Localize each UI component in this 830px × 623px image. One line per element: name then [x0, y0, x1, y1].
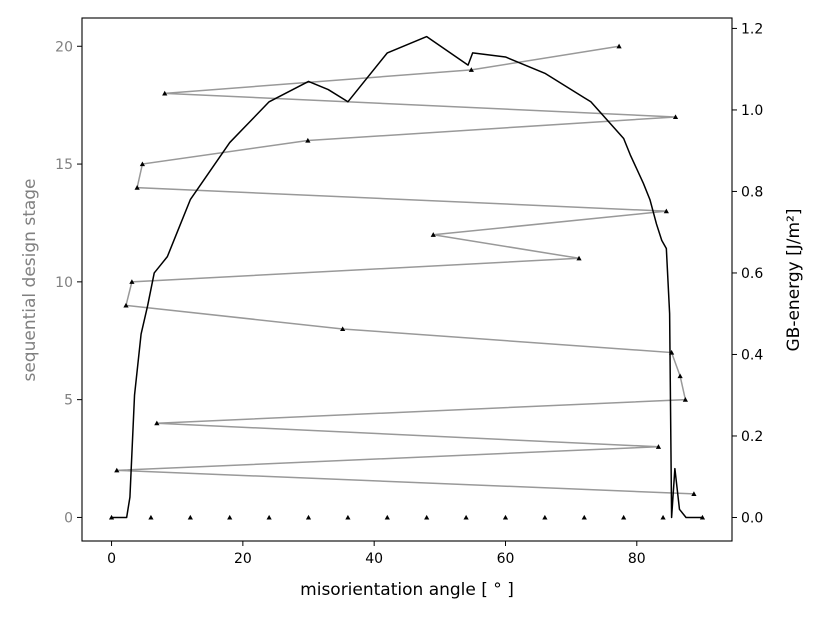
- design-point-marker-9: [123, 302, 129, 308]
- design-point-marker-8: [340, 326, 346, 332]
- y-axis-label-right: GB-energy [J/m²]: [784, 209, 804, 352]
- x-axis-label: misorientation angle [ ° ]: [300, 580, 514, 600]
- left-y-tick-label: 15: [55, 157, 73, 173]
- left-y-tick-label: 10: [55, 275, 73, 291]
- design-point-marker-5: [682, 397, 688, 402]
- right-y-tick-label: 0.6: [741, 266, 763, 282]
- right-y-tick-label: 0.2: [741, 429, 763, 445]
- initial-point-marker-2: [187, 514, 193, 520]
- design-point-marker-3: [655, 444, 662, 449]
- design-point-marker-19: [468, 67, 474, 72]
- right-y-tick-label: 0.8: [741, 184, 763, 200]
- initial-point-marker-13: [621, 514, 627, 520]
- design-point-marker-7: [668, 349, 675, 355]
- ticks-layer: 0 20 40 60 80 0 5 10 15 20 0.0 0.2 0.4 0.6 0.8 1.0 1.2: [55, 21, 763, 567]
- design-point-marker-12: [430, 232, 436, 237]
- initial-point-marker-11: [542, 514, 548, 520]
- design-point-marker-16: [305, 137, 311, 143]
- x-tick-label: 0: [107, 551, 116, 567]
- y-axis-label-left: sequential design stage: [20, 178, 40, 381]
- initial-point-marker-5: [305, 514, 312, 520]
- right-y-tick-label: 0.4: [741, 347, 763, 363]
- design-point-marker-10: [129, 279, 135, 284]
- initial-point-marker-0: [108, 514, 115, 520]
- design-path-line: [116, 45, 694, 495]
- design-point-marker-18: [162, 90, 168, 96]
- right-y-tick-label: 0.0: [741, 510, 763, 526]
- initial-point-marker-6: [345, 514, 351, 520]
- initial-point-marker-1: [148, 514, 154, 520]
- x-tick-label: 20: [234, 551, 252, 567]
- x-tick-label: 60: [497, 551, 515, 567]
- initial-point-marker-4: [266, 514, 272, 520]
- left-y-tick-label: 0: [64, 510, 73, 526]
- design-point-marker-2: [114, 467, 120, 473]
- left-y-tick-label: 5: [64, 393, 73, 409]
- plot-frame: [81, 17, 733, 542]
- initial-point-marker-7: [384, 514, 390, 520]
- initial-point-marker-14: [660, 514, 666, 520]
- design-point-marker-13: [663, 208, 669, 214]
- series-layer: [108, 35, 706, 520]
- design-point-marker-6: [677, 373, 683, 379]
- design-point-marker-11: [576, 255, 582, 261]
- design-point-marker-14: [134, 185, 140, 190]
- initial-point-marker-10: [502, 514, 509, 520]
- initial-point-marker-15: [699, 514, 706, 520]
- left-y-tick-label: 20: [55, 39, 73, 55]
- x-tick-label: 40: [365, 551, 383, 567]
- initial-point-marker-8: [424, 514, 430, 520]
- right-y-tick-label: 1.0: [741, 103, 763, 119]
- design-point-marker-1: [691, 491, 697, 496]
- gb-energy-curve: [111, 35, 703, 519]
- design-point-marker-4: [154, 420, 160, 426]
- design-point-marker-17: [672, 114, 679, 120]
- design-point-marker-20: [616, 43, 622, 49]
- design-point-marker-15: [139, 161, 146, 167]
- x-tick-label: 80: [628, 551, 646, 567]
- initial-point-marker-9: [463, 514, 469, 520]
- initial-point-marker-12: [581, 514, 587, 520]
- initial-point-marker-3: [227, 514, 233, 520]
- right-y-tick-label: 1.2: [741, 21, 763, 37]
